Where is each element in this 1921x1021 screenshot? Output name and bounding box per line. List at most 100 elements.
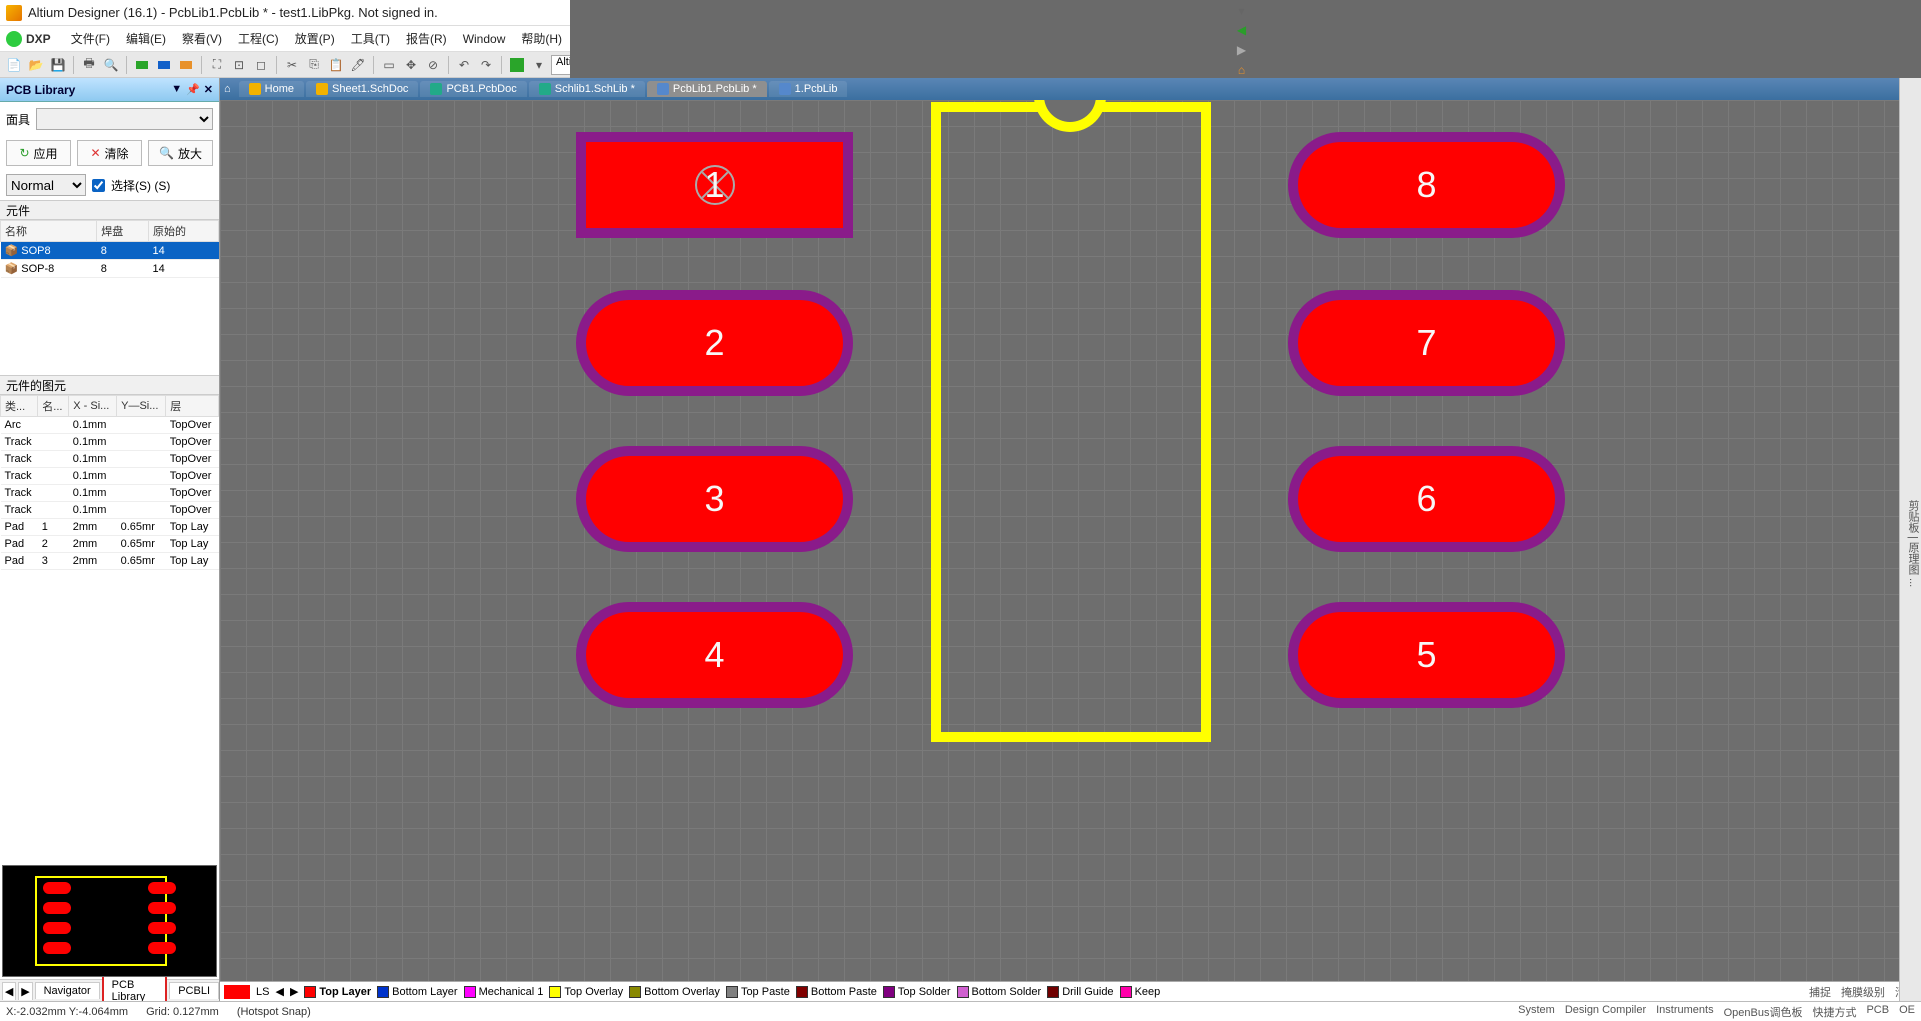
doc-tab[interactable]: Sheet1.SchDoc [306, 81, 418, 97]
components-table[interactable]: 名称 焊盘 原始的 📦 SOP8814📦 SOP-8814 [0, 220, 219, 278]
menu-report[interactable]: 报告(R) [398, 30, 455, 47]
status-link[interactable]: System [1518, 1004, 1555, 1020]
pad-1[interactable]: 1 [576, 132, 853, 238]
tab-navigator[interactable]: Navigator [35, 982, 100, 999]
panel-dropdown-icon[interactable]: ▼ [171, 83, 182, 96]
doc-tab[interactable]: PcbLib1.PcbLib * [647, 81, 767, 97]
panel-pin-icon[interactable]: 📌 [186, 83, 200, 96]
table-row[interactable]: Pad12mm0.65mrTop Lay [1, 519, 219, 536]
pad-3[interactable]: 3 [576, 446, 853, 552]
col-name[interactable]: 名称 [1, 221, 97, 242]
table-row[interactable]: Pad32mm0.65mrTop Lay [1, 553, 219, 570]
nav-fwd-icon[interactable]: ▶ [1234, 42, 1250, 58]
tb-zoom-sel-icon[interactable]: ◻ [251, 55, 271, 75]
tabs-right-arrow[interactable]: ▶ [18, 982, 32, 1000]
table-row[interactable]: Track0.1mmTopOver [1, 451, 219, 468]
table-row[interactable]: Track0.1mmTopOver [1, 468, 219, 485]
layer-tab[interactable]: Keep [1120, 986, 1161, 998]
menu-edit[interactable]: 编辑(E) [118, 30, 174, 47]
dxp-menu[interactable]: DXP [26, 32, 51, 46]
layer-tab[interactable]: Mechanical 1 [464, 986, 544, 998]
normal-select[interactable]: Normal [6, 174, 86, 196]
pad-7[interactable]: 7 [1288, 290, 1565, 396]
panel-close-icon[interactable]: ✕ [204, 83, 213, 96]
menu-tools[interactable]: 工具(T) [343, 30, 398, 47]
tb-move-icon[interactable]: ✥ [401, 55, 421, 75]
table-row[interactable]: Track0.1mmTopOver [1, 434, 219, 451]
menu-view[interactable]: 察看(V) [174, 30, 230, 47]
mask-select[interactable] [36, 108, 213, 130]
tb-sel-rect-icon[interactable]: ▭ [379, 55, 399, 75]
menu-project[interactable]: 工程(C) [230, 30, 287, 47]
zoom-button[interactable]: 🔍放大 [148, 140, 213, 166]
status-link[interactable]: OpenBus调色板 [1724, 1004, 1803, 1020]
layer-tab[interactable]: Top Layer [304, 986, 371, 998]
doc-tab[interactable]: Schlib1.SchLib * [529, 81, 645, 97]
nav-home-icon[interactable]: ⌂ [1234, 62, 1250, 78]
status-link[interactable]: Design Compiler [1565, 1004, 1646, 1020]
menu-window[interactable]: Window [455, 32, 514, 46]
table-row[interactable]: Track0.1mmTopOver [1, 485, 219, 502]
nav-back-icon[interactable]: ◀ [1234, 22, 1250, 38]
layer-tab[interactable]: Top Paste [726, 986, 790, 998]
tb-print-icon[interactable]: 🖶 [79, 55, 99, 75]
tb-preview-icon[interactable]: 🔍 [101, 55, 121, 75]
tb-comp1-icon[interactable] [132, 55, 152, 75]
layerbar-action[interactable]: 掩膜级别 [1841, 984, 1885, 1000]
layer-tab[interactable]: Bottom Overlay [629, 986, 720, 998]
tb-save-icon[interactable]: 💾 [48, 55, 68, 75]
tb-comp2-icon[interactable] [154, 55, 174, 75]
layer-tab[interactable]: Top Solder [883, 986, 951, 998]
tb-copy-icon[interactable]: ⎘ [304, 55, 324, 75]
menu-help[interactable]: 帮助(H) [513, 30, 570, 47]
tb-open-icon[interactable]: 📂 [26, 55, 46, 75]
clear-button[interactable]: ✕清除 [77, 140, 142, 166]
component-outline[interactable] [931, 102, 1211, 742]
status-link[interactable]: 快捷方式 [1812, 1004, 1856, 1020]
status-link[interactable]: PCB [1866, 1004, 1889, 1020]
col-orig[interactable]: 原始的 [148, 221, 218, 242]
right-side-tabs[interactable]: 剪贴板 | 原理图 ... [1899, 78, 1921, 1001]
layer-tab[interactable]: Bottom Layer [377, 986, 457, 998]
pad-6[interactable]: 6 [1288, 446, 1565, 552]
tb-cut-icon[interactable]: ✂ [282, 55, 302, 75]
doc-tab[interactable]: 1.PcbLib [769, 81, 848, 97]
table-row[interactable]: 📦 SOP8814 [1, 242, 219, 260]
tb-comp3-icon[interactable] [176, 55, 196, 75]
tb-grid1-icon[interactable] [507, 55, 527, 75]
pad-2[interactable]: 2 [576, 290, 853, 396]
menu-file[interactable]: 文件(F) [63, 30, 118, 47]
layer-tab[interactable]: Top Overlay [549, 986, 623, 998]
menu-place[interactable]: 放置(P) [287, 30, 343, 47]
tabs-left-arrow[interactable]: ◀ [2, 982, 16, 1000]
table-row[interactable]: 📦 SOP-8814 [1, 260, 219, 278]
tb-paste-icon[interactable]: 📋 [326, 55, 346, 75]
select-checkbox[interactable] [92, 179, 105, 192]
doc-tab[interactable]: PCB1.PcbDoc [420, 81, 526, 97]
tb-new-icon[interactable]: 📄 [4, 55, 24, 75]
layer-tab[interactable]: Drill Guide [1047, 986, 1113, 998]
layer-tab[interactable]: Bottom Solder [957, 986, 1042, 998]
tb-grid2-icon[interactable]: ▾ [529, 55, 549, 75]
layer-tab[interactable]: Bottom Paste [796, 986, 877, 998]
tab-pcbli[interactable]: PCBLI [169, 982, 219, 999]
pcb-canvas[interactable]: 1 2 3 4 8 7 6 5 [220, 100, 1921, 981]
tb-zoom-area-icon[interactable]: ⛶ [207, 55, 227, 75]
apply-button[interactable]: ↻应用 [6, 140, 71, 166]
pad-4[interactable]: 4 [576, 602, 853, 708]
tb-stamp-icon[interactable]: 🖊 [348, 55, 368, 75]
status-link[interactable]: OE [1899, 1004, 1915, 1020]
status-link[interactable]: Instruments [1656, 1004, 1713, 1020]
primitives-table[interactable]: 类... 名... X - Si... Y—Si... 层 Arc0.1mmTo… [0, 395, 219, 570]
tb-redo-icon[interactable]: ↷ [476, 55, 496, 75]
tb-undo-icon[interactable]: ↶ [454, 55, 474, 75]
tb-zoom-fit-icon[interactable]: ⊡ [229, 55, 249, 75]
pad-8[interactable]: 8 [1288, 132, 1565, 238]
tb-desel-icon[interactable]: ⊘ [423, 55, 443, 75]
layerbar-action[interactable]: 捕捉 [1809, 984, 1831, 1000]
table-row[interactable]: Track0.1mmTopOver [1, 502, 219, 519]
table-row[interactable]: Arc0.1mmTopOver [1, 417, 219, 434]
pad-5[interactable]: 5 [1288, 602, 1565, 708]
col-pads[interactable]: 焊盘 [97, 221, 149, 242]
doc-tab[interactable]: Home [239, 81, 304, 97]
